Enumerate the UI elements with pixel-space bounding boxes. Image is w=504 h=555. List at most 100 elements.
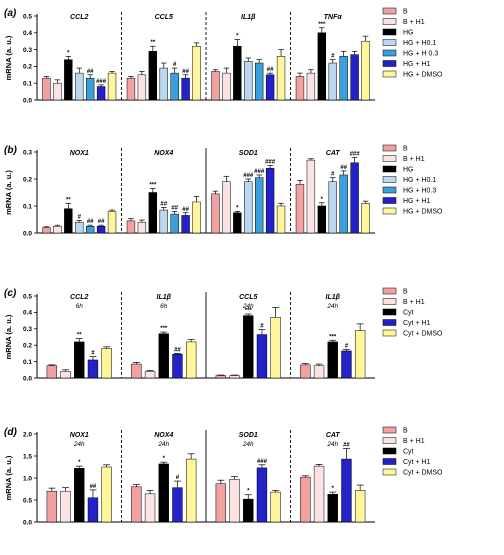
significance-marker: *** — [329, 334, 337, 340]
legend-label: B + H1 — [403, 438, 425, 445]
y-tick-label: 0.0 — [23, 375, 32, 382]
y-tick-label: 1.0 — [23, 475, 32, 482]
bar — [313, 465, 325, 523]
bar — [254, 177, 264, 234]
group-subtitle: 24h — [242, 441, 254, 448]
y-axis-label: mRNA (a. u.) — [4, 314, 13, 359]
bar — [328, 62, 337, 101]
significance-marker: *** — [245, 308, 253, 314]
legend-label: HG — [403, 167, 414, 174]
y-tick-label: 0.0 — [23, 97, 32, 104]
significance-marker: ### — [96, 79, 107, 85]
group-title: CCL5 — [239, 294, 257, 301]
significance-marker: ### — [257, 459, 268, 465]
y-axis-label: mRNA (a. u.) — [4, 35, 13, 80]
bar — [222, 72, 231, 101]
bar — [170, 72, 179, 101]
bar — [265, 167, 275, 234]
legend-label: Cyt + H1 — [403, 459, 431, 466]
bar — [295, 184, 305, 234]
bar — [341, 458, 352, 523]
legend-swatch — [382, 287, 397, 295]
bar — [126, 220, 136, 234]
significance-marker: *** — [318, 22, 326, 28]
group-title: CCL2 — [70, 294, 88, 301]
significance-marker: # — [345, 343, 349, 349]
bar — [317, 32, 327, 101]
legend-swatch — [382, 70, 397, 78]
group-title: CAT — [326, 432, 341, 439]
significance-marker: ## — [98, 219, 105, 225]
bar — [215, 375, 227, 379]
bar — [85, 77, 95, 101]
group-title: TNFα — [324, 14, 343, 21]
chart-panel-1: (a)mRNA (a. u.)0.00.10.20.30.40.5 CCL2*##… — [4, 7, 443, 104]
y-tick-label: 0.2 — [23, 64, 32, 71]
bar — [181, 77, 190, 101]
significance-marker: ## — [87, 69, 94, 75]
legend-label: B — [403, 289, 408, 296]
legend-swatch — [382, 7, 397, 15]
legend-label: HG + H 0.3 — [403, 51, 438, 58]
bar — [144, 371, 156, 379]
y-axis-label: mRNA (a. u.) — [4, 170, 13, 215]
bar — [185, 458, 197, 523]
significance-marker: * — [332, 486, 335, 492]
legend-swatch — [382, 298, 397, 305]
legend-label: Cyt — [403, 310, 414, 317]
significance-marker: ## — [182, 69, 189, 75]
bar — [144, 493, 156, 523]
group-title: NOX1 — [70, 150, 89, 157]
bar — [159, 67, 168, 101]
significance-marker: * — [247, 489, 250, 495]
legend-swatch — [382, 28, 397, 36]
significance-marker: * — [78, 460, 81, 466]
group-subtitle: 24h — [157, 441, 169, 448]
group-title: NOX1 — [70, 432, 89, 439]
y-tick-label: 1.5 — [23, 453, 32, 460]
legend-label: B + H1 — [403, 299, 425, 306]
panel-label: (a) — [4, 8, 17, 19]
y-tick-label: 0.5 — [23, 13, 32, 20]
bar — [327, 341, 338, 379]
group-subtitle: 24h — [326, 441, 338, 448]
bar — [300, 476, 311, 523]
legend-label: B + H1 — [403, 156, 425, 163]
bar — [328, 181, 337, 234]
group-title: IL1β — [326, 294, 341, 301]
y-tick-label: 0.3 — [23, 326, 32, 333]
panel-label: (d) — [4, 427, 17, 438]
legend-swatch — [382, 155, 397, 162]
y-tick-label: 0.3 — [23, 47, 32, 54]
bar — [158, 463, 169, 523]
group-subtitle: 6h — [160, 303, 168, 310]
chart-panel-3: (c) mRNA (a. u.) 0.0 0.1 0.2 0.3 0.4 0.5 CCL2 6h *… — [4, 287, 443, 382]
bar — [60, 371, 71, 379]
bar — [107, 211, 117, 234]
significance-marker: ### — [254, 169, 265, 175]
bar — [276, 56, 286, 101]
group-subtitle: 24h — [326, 303, 338, 310]
significance-marker: *** — [160, 326, 168, 332]
y-tick-label: 2.0 — [23, 431, 32, 438]
bar — [361, 203, 370, 234]
significance-marker: ## — [267, 67, 274, 73]
significance-marker: ** — [150, 40, 155, 46]
bar — [53, 82, 62, 101]
chart-panel-4: (d)mRNA (a. u.)0.00.51.01.52.0 NOX124h*##… — [4, 426, 443, 526]
bar — [229, 375, 240, 379]
significance-marker: # — [260, 324, 264, 330]
bar — [215, 483, 227, 523]
y-tick-label: 0.1 — [23, 203, 32, 210]
bar — [131, 486, 142, 523]
significance-marker: ** — [77, 333, 82, 339]
bar — [354, 330, 366, 379]
legend-swatch — [382, 197, 397, 204]
bar — [313, 365, 325, 379]
legend-swatch — [382, 468, 397, 476]
legend-label: B — [403, 146, 408, 153]
bar — [181, 215, 190, 234]
significance-marker: # — [78, 215, 82, 221]
legend-swatch — [382, 60, 397, 67]
